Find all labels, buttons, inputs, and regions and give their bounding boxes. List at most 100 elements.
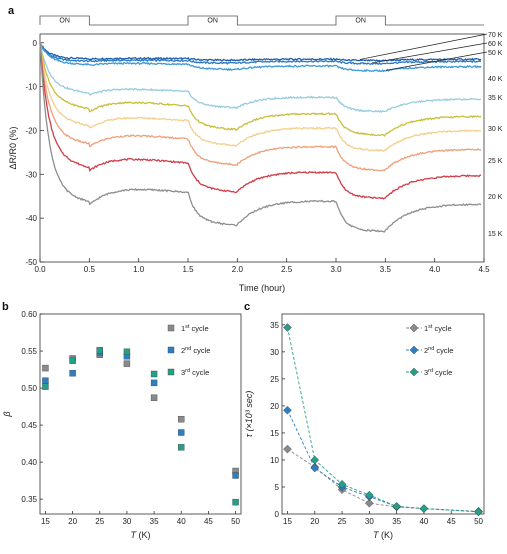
data-point-3rd-cycle: [310, 455, 320, 465]
data-point-2nd-cycle: [283, 405, 292, 415]
data-point-3rd-cycle: [96, 347, 103, 354]
legend-marker-3rd-cycle: [409, 367, 419, 377]
panel-c: c 15 20 25 30 35 40 45 50 0 5 10 15 20 25 30 35 T (K) τ (×…: [244, 301, 485, 540]
x-tick-label-b: 50: [231, 517, 240, 526]
data-point-3rd-cycle: [419, 504, 429, 513]
series-label-25k: 25 K: [488, 158, 503, 165]
x-tick-label-c: 20: [310, 517, 319, 526]
axes-c: [281, 313, 485, 515]
y-tick-label-b: 0.45: [21, 421, 37, 430]
y-tick-label-a: -30: [25, 170, 37, 179]
x-tick-label-c: 30: [365, 517, 374, 526]
x-tick-label-c: 40: [419, 517, 428, 526]
series-label-35k: 35 K: [488, 95, 503, 102]
x-tick-label-c: 50: [474, 517, 483, 526]
x-tick-label-b: 40: [177, 517, 186, 526]
data-point-1st-cycle: [365, 498, 374, 508]
series-line-35k: [39, 42, 482, 137]
x-tick-label-a: 2.5: [281, 265, 293, 274]
x-tick-label-c: 25: [338, 517, 347, 526]
x-tick-label-c: 35: [392, 517, 401, 526]
data-point-3rd-cycle: [42, 383, 49, 390]
data-point-3rd-cycle: [474, 507, 483, 517]
y-axis-label-c: τ (×10³ sec): [244, 391, 254, 438]
x-tick-label-b: 30: [122, 517, 131, 526]
series-pointer-60k: [371, 42, 488, 64]
x-axis-label-c: T (K): [373, 530, 393, 540]
y-tick-label-b: 0.60: [21, 310, 37, 319]
legend-label-1st-cycle: 1st cycle: [181, 324, 209, 333]
panel-a: a ON ON ON 0.0 0.5 1.0 1.5 2.0 2.5 3.0 3.5 4.0 4.5 0 -1…: [8, 5, 503, 293]
data-point-2nd-cycle: [178, 429, 185, 436]
data-point-2nd-cycle: [150, 379, 158, 387]
series-line-25k: [39, 42, 482, 172]
axes-a: [39, 33, 485, 263]
series-line-70k: [39, 42, 482, 62]
y-tick-label-b: 0.50: [21, 384, 37, 393]
data-point-3rd-cycle: [337, 479, 347, 489]
x-tick-label-a: 0.5: [84, 265, 96, 274]
y-tick-label-c: 0: [275, 510, 280, 519]
series-pointer-50k: [385, 51, 488, 71]
series-label-20k: 20 K: [488, 194, 503, 201]
x-axis-label-b: T (K): [131, 530, 151, 540]
y-tick-label-a: -40: [25, 214, 37, 223]
x-axis-label-a: Time (hour): [239, 283, 285, 293]
y-tick-label-b: 0.35: [21, 495, 37, 504]
x-tick-label-a: 3.5: [380, 265, 392, 274]
series-line-20k: [39, 42, 481, 200]
y-tick-label-a: -20: [25, 126, 37, 135]
y-axis-label-b: β: [2, 411, 12, 417]
data-point-1st-cycle: [150, 394, 158, 401]
data-point-2nd-cycle: [42, 377, 49, 384]
y-tick-label-b: 0.55: [21, 347, 37, 356]
data-point-3rd-cycle: [69, 357, 76, 364]
series-line-15k: [39, 42, 482, 233]
legend-label-2nd-cycle: 2nd cycle: [181, 346, 210, 355]
legend-marker-2nd-cycle: [167, 346, 175, 354]
series-label-40k: 40 K: [488, 76, 503, 83]
panel-label-c: c: [244, 301, 250, 313]
data-point-3rd-cycle: [365, 490, 374, 500]
on-off-trace: [39, 15, 484, 26]
series-label-60k: 60 K: [488, 41, 503, 48]
x-tick-label-b: 25: [95, 517, 104, 526]
series-label-70k: 70 K: [488, 32, 503, 39]
panel-label-a: a: [8, 5, 15, 17]
x-tick-label-a: 4.0: [429, 265, 441, 274]
data-point-3rd-cycle: [232, 498, 239, 506]
x-tick-label-a: 2.0: [232, 265, 244, 274]
on-label-1: ON: [59, 18, 70, 25]
y-tick-label-a: 0: [33, 39, 38, 48]
series-pointer-70k: [359, 33, 488, 60]
series-line-40k: [39, 42, 482, 114]
y-tick-label-c: 25: [270, 375, 279, 384]
legend-marker-3rd-cycle: [167, 368, 175, 376]
y-tick-label-c: 15: [270, 429, 279, 438]
legend-label-3rd-cycle: 3rd cycle: [181, 368, 209, 377]
data-point-3rd-cycle: [283, 323, 292, 332]
panel-b: b 15 20 25 30 35 40 45 50 0.35 0.40 0.45 0.50 0.55 0.6…: [2, 301, 242, 540]
legend-label-1st-cycle: 1st cycle: [424, 324, 452, 333]
data-point-1st-cycle: [283, 444, 292, 454]
x-tick-label-b: 15: [41, 517, 50, 526]
y-tick-label-c: 30: [270, 348, 279, 357]
y-tick-label-c: 35: [270, 321, 279, 330]
on-label-2: ON: [207, 18, 218, 25]
x-tick-label-a: 3.0: [330, 265, 342, 274]
y-tick-label-b: 0.40: [21, 458, 37, 467]
data-point-3rd-cycle: [123, 348, 131, 355]
x-tick-label-b: 45: [204, 517, 213, 526]
series-label-15k: 15 K: [488, 231, 503, 238]
data-point-3rd-cycle: [150, 370, 158, 378]
series-line-60k: [39, 42, 481, 66]
x-tick-label-a: 0.0: [34, 265, 46, 274]
y-tick-label-a: -50: [25, 258, 37, 267]
axes-b: [39, 313, 242, 515]
data-point-1st-cycle: [178, 415, 185, 423]
data-point-3rd-cycle: [392, 502, 401, 511]
data-point-2nd-cycle: [310, 463, 320, 473]
series-line-3rd-cycle: [287, 327, 479, 513]
series-label-30k: 30 K: [488, 126, 503, 133]
